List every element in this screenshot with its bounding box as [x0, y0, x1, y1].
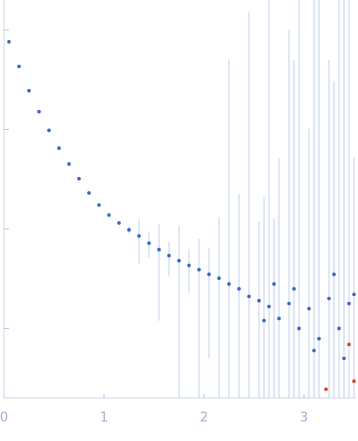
data-point [207, 272, 211, 277]
data-point [47, 128, 51, 133]
data-point [352, 292, 356, 297]
data-point [97, 203, 101, 207]
data-point [107, 213, 111, 217]
data-point [217, 276, 221, 280]
data-point [292, 287, 296, 291]
data-point [337, 326, 341, 331]
data-point [257, 298, 261, 303]
data-point [324, 387, 328, 392]
data-point [352, 379, 356, 384]
data-point [117, 221, 121, 225]
data-point [307, 306, 311, 311]
data-point [127, 228, 131, 232]
data-point [147, 241, 151, 245]
data-point [262, 318, 266, 323]
x-tick-label: 2 [200, 411, 208, 426]
data-point [7, 40, 11, 44]
data-point [272, 282, 276, 286]
data-point [287, 301, 291, 306]
data-point [27, 88, 31, 93]
data-point [327, 296, 331, 301]
data-point [332, 272, 336, 277]
data-point [317, 336, 321, 341]
data-point [342, 356, 346, 361]
data-point [347, 342, 351, 347]
data-point [67, 162, 71, 166]
data-point [347, 301, 351, 306]
data-point [77, 176, 81, 181]
data-point [237, 287, 241, 291]
data-point [267, 304, 271, 309]
data-point [137, 234, 141, 238]
data-point [17, 64, 21, 69]
data-point [277, 316, 281, 321]
x-tick-label: 1 [100, 411, 108, 426]
data-point [177, 258, 181, 263]
data-point [157, 247, 161, 252]
data-point [57, 146, 61, 150]
data-point [167, 253, 171, 258]
data-point [197, 267, 201, 272]
data-point [87, 191, 91, 195]
data-point [297, 326, 301, 331]
data-point [247, 294, 251, 299]
data-point [227, 282, 231, 286]
data-point [187, 263, 191, 268]
data-point [312, 348, 316, 353]
x-tick-label: 3 [300, 411, 308, 426]
x-tick-label: 0 [0, 411, 8, 426]
data-point [37, 109, 41, 114]
